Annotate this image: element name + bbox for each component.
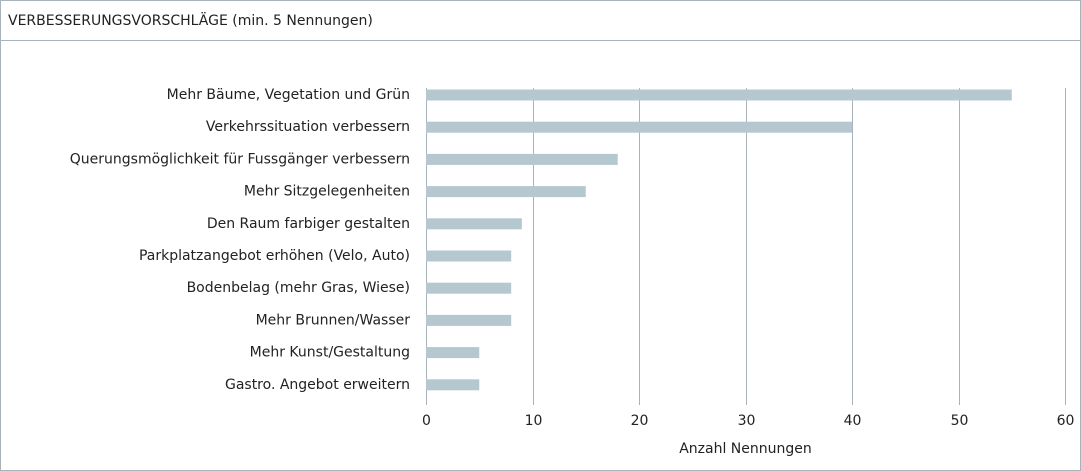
y-tick-label: Den Raum farbiger gestalten: [207, 216, 410, 232]
x-tick-label: 30: [738, 413, 756, 429]
y-tick-label: Gastro. Angebot erweitern: [225, 377, 410, 393]
bar: [426, 186, 586, 198]
bar: [426, 379, 480, 391]
x-tick-label: 60: [1057, 413, 1075, 429]
x-tick-label: 20: [631, 413, 649, 429]
bar: [426, 218, 522, 230]
y-tick-label: Mehr Kunst/Gestaltung: [250, 345, 410, 361]
x-tick-label: 50: [951, 413, 969, 429]
bar: [426, 121, 852, 133]
y-tick-label: Mehr Brunnen/Wasser: [256, 312, 411, 328]
bar: [426, 89, 1012, 101]
y-tick-label: Mehr Bäume, Vegetation und Grün: [167, 87, 410, 103]
y-tick-label: Querungsmöglichkeit für Fussgänger verbe…: [70, 151, 410, 167]
y-tick-label: Parkplatzangebot erhöhen (Velo, Auto): [139, 248, 410, 264]
y-tick-label: Bodenbelag (mehr Gras, Wiese): [187, 280, 410, 296]
chart-title: VERBESSERUNGSVORSCHLÄGE (min. 5 Nennunge…: [8, 11, 373, 29]
x-axis-label: Anzahl Nennungen: [679, 441, 812, 457]
bar: [426, 314, 512, 326]
x-tick-label: 0: [422, 413, 431, 429]
x-tick-label: 10: [525, 413, 543, 429]
y-tick-label: Mehr Sitzgelegenheiten: [244, 184, 410, 200]
bar: [426, 347, 480, 359]
x-tick-label: 40: [844, 413, 862, 429]
bar: [426, 153, 618, 165]
bar: [426, 250, 512, 262]
y-tick-label: Verkehrssituation verbessern: [206, 119, 410, 135]
bar: [426, 282, 512, 294]
